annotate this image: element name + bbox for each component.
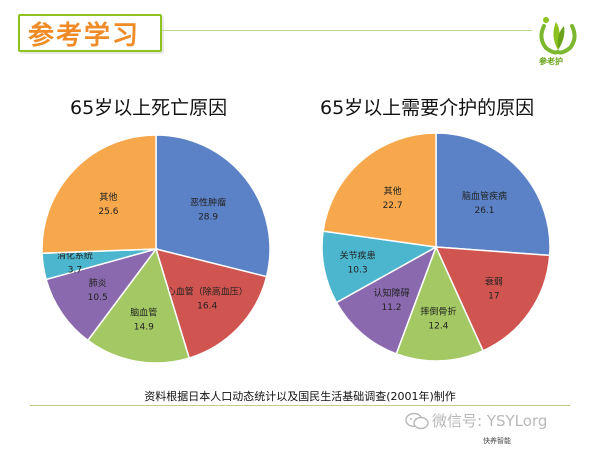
- slice-category-label: 脑血管: [130, 307, 157, 319]
- slice-category-label: 肺炎: [89, 278, 107, 289]
- slice-category-label: 其他: [384, 185, 402, 197]
- slice-category-label: 其他: [99, 191, 117, 203]
- slice-value-label: 12.4: [428, 322, 448, 332]
- pie-slice: [395, 245, 485, 362]
- pie-slice: [335, 245, 438, 355]
- pie-slice: [86, 247, 191, 364]
- pie-chart-care: 脑血管疾病 26.1 衰弱 17 摔倒骨折 12.4 认知障碍 11.2 关节疾患 10.3 其他 2…: [321, 132, 551, 362]
- pie-slice: [434, 246, 551, 352]
- header-divider: [162, 30, 532, 31]
- footer-divider: [30, 405, 570, 406]
- pie-slice: [155, 134, 271, 278]
- slice-category-label: 摔倒骨折: [420, 306, 456, 318]
- pie-chart-deaths: 恶性肿瘤28.9心血管（除高血压）16.4脑血管14.9肺炎10.5消化系统3.…: [41, 134, 271, 364]
- slice-value-label: 3.7: [68, 266, 82, 276]
- wechat-watermark: 微信号: YSYLorg: [432, 412, 548, 430]
- slice-value-label: 25.6: [98, 207, 118, 217]
- slice-value-label: 16.4: [197, 302, 217, 312]
- slice-category-label: 心血管（除高血压）: [167, 286, 248, 298]
- slice-value-label: 26.1: [474, 206, 494, 216]
- leaf-hand-logo-icon: [539, 17, 577, 55]
- slice-category-label: 关节疾患: [340, 250, 376, 262]
- slide-header: 参考学习 参老护: [0, 0, 600, 66]
- slice-category-label: 衰弱: [485, 276, 503, 288]
- pie-slice: [321, 230, 439, 304]
- slide-title: 参考学习: [28, 21, 141, 51]
- slice-value-label: 11.2: [381, 303, 401, 313]
- slice-value-label: 28.9: [198, 212, 218, 222]
- pie-slice: [322, 132, 437, 248]
- slice-category-label: 脑血管疾病: [462, 190, 507, 202]
- slice-value-label: 10.5: [88, 293, 108, 303]
- logo-label: 参老护: [539, 57, 563, 66]
- pie-slice: [435, 132, 551, 257]
- pie-slice: [154, 247, 268, 360]
- watermark-caption: 快养智能: [483, 437, 511, 445]
- slice-value-label: 14.9: [134, 323, 154, 333]
- slice-category-label: 认知障碍: [373, 287, 409, 299]
- slice-value-label: 10.3: [348, 266, 368, 276]
- slice-value-label: 17: [488, 292, 499, 302]
- chart-title-deaths: 65岁以上死亡原因: [70, 97, 228, 119]
- slice-value-label: 22.7: [383, 201, 403, 211]
- title-frame: [18, 14, 162, 52]
- chart-title-care: 65岁以上需要介护的原因: [320, 97, 535, 119]
- pie-slice: [41, 134, 157, 255]
- wechat-icon: [405, 412, 429, 430]
- source-note: 资料根据日本人口动态统计以及国民生活基础调查(2001年)制作: [144, 390, 456, 403]
- slice-category-label: 恶性肿瘤: [190, 196, 226, 208]
